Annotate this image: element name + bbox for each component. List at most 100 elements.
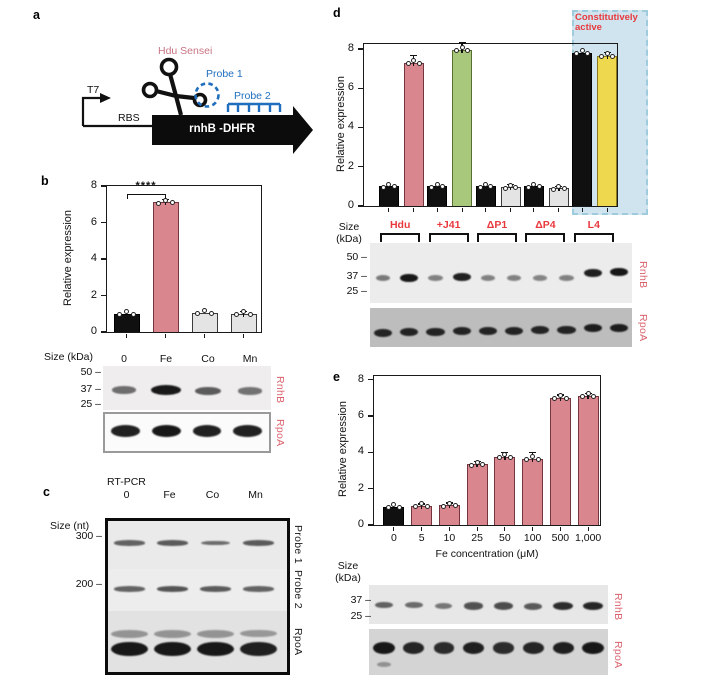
y-tick	[101, 258, 106, 260]
error-bar	[558, 186, 560, 192]
data-point	[386, 181, 392, 187]
x-tick	[413, 207, 415, 212]
blot-band	[609, 323, 629, 333]
chart-d-plot: 0 2 4 6 8	[348, 42, 618, 212]
y-tick-label: 2	[90, 288, 97, 301]
data-point	[556, 183, 562, 189]
y-tick-label: 8	[357, 372, 364, 385]
rbs-label: RBS	[118, 112, 140, 124]
data-point	[209, 310, 215, 316]
error-bar-cap	[410, 54, 418, 57]
data-point	[155, 200, 161, 206]
data-point	[477, 184, 483, 190]
significance-label: ****	[135, 180, 157, 193]
data-point	[116, 312, 122, 318]
bar	[152, 202, 179, 332]
blot-band	[243, 540, 274, 546]
blot-band	[196, 641, 235, 657]
data-point	[604, 51, 610, 57]
y-tick-label: 4	[347, 120, 354, 133]
panel-c-label: c	[43, 485, 50, 499]
blot-e-size-line1: Size	[337, 560, 359, 572]
blot-d-size-line2: (kDa)	[336, 233, 362, 245]
panel-a-label: a	[33, 8, 40, 22]
data-point	[170, 200, 176, 206]
bar	[597, 55, 618, 206]
y-tick	[368, 488, 373, 490]
blot-band	[233, 425, 262, 437]
blot-band	[157, 540, 188, 546]
y-tick	[101, 331, 106, 333]
blot-band	[200, 540, 231, 546]
data-point	[502, 452, 508, 458]
lane-label: Co	[201, 353, 215, 365]
x-tick	[484, 207, 487, 212]
gene-construct-diagram	[81, 57, 313, 154]
lane-label: Fe	[163, 489, 176, 501]
blot-band	[111, 386, 137, 394]
blot-b-lane-labels: 0 Fe Co Mn	[103, 353, 271, 367]
blot-band	[464, 602, 483, 610]
gel-c-probe1-label: Probe 1	[292, 524, 304, 564]
y-tick	[358, 87, 363, 89]
size-marker: 25 –	[346, 284, 367, 297]
bar	[452, 49, 473, 206]
x-tick	[558, 207, 560, 212]
blot-e-rnhb	[369, 585, 608, 624]
probe2-comb-icon	[226, 102, 282, 112]
probe1-ring-icon	[194, 82, 220, 108]
blot-band	[110, 641, 149, 657]
size-marker: 25 –	[350, 609, 371, 622]
blot-band	[428, 275, 443, 281]
x-tick	[164, 333, 167, 338]
data-point	[585, 391, 591, 397]
y-tick	[358, 205, 363, 207]
x-tick-label: 0	[390, 532, 397, 544]
x-tick	[476, 526, 478, 531]
bar	[577, 395, 599, 525]
data-point	[502, 185, 508, 191]
x-tick	[203, 333, 206, 338]
gel-c-rpoa-section	[108, 611, 287, 672]
data-point	[599, 54, 605, 60]
data-point	[380, 184, 386, 190]
blot-band	[463, 642, 485, 654]
blot-band	[375, 274, 391, 282]
construct-label: ΔP4	[535, 219, 556, 231]
data-point	[535, 456, 541, 462]
data-point	[579, 394, 585, 400]
gel-c-size-label: Size (nt)	[50, 520, 90, 532]
lane-pair-bracket	[380, 233, 421, 242]
gene-arrow-icon	[152, 106, 313, 154]
data-point	[496, 455, 502, 461]
data-point	[391, 502, 397, 508]
bar	[466, 464, 488, 525]
data-point	[508, 182, 513, 188]
data-point	[552, 396, 558, 402]
gel-c-title: RT-PCR	[107, 476, 146, 488]
gel-c-rpoa-label: RpoA	[292, 628, 304, 656]
x-tick-label: 50	[499, 532, 511, 544]
blot-band	[552, 642, 574, 654]
data-point	[508, 454, 514, 460]
error-bar	[420, 504, 423, 509]
size-marker: 50 –	[346, 250, 367, 263]
x-tick	[504, 526, 506, 531]
size-marker: 50 –	[80, 365, 101, 378]
x-tick-label: 100	[523, 532, 542, 544]
x-tick	[448, 526, 450, 531]
blot-band	[582, 601, 604, 611]
gene-name-label: rnhB -DHFR	[189, 123, 255, 135]
panel-d-label: d	[333, 6, 341, 20]
data-point	[440, 184, 445, 190]
riboswitch-name-label: Hdu Sensei	[158, 45, 213, 57]
blot-band	[400, 273, 419, 283]
blot-band	[240, 629, 277, 638]
y-tick	[368, 379, 373, 381]
data-point	[241, 309, 246, 315]
data-point	[610, 53, 616, 59]
gel-c-probe2-section	[108, 569, 287, 611]
constitutively-active-label: Constitutively active	[575, 12, 638, 34]
blot-band	[114, 540, 145, 546]
